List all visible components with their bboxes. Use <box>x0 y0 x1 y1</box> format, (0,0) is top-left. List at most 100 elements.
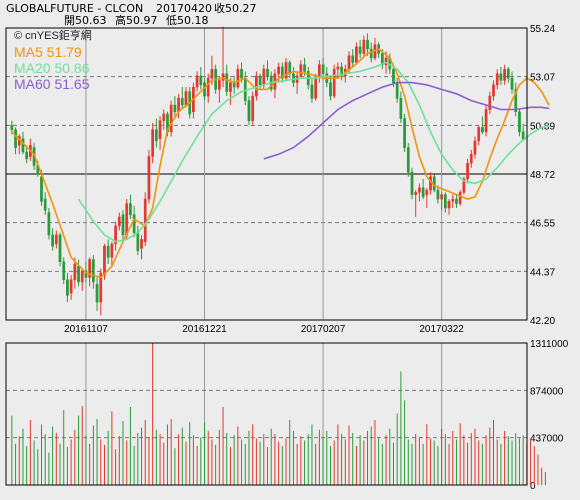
candle-body <box>347 55 351 70</box>
candle-body <box>492 84 495 97</box>
ma60-line <box>263 81 550 160</box>
candle-body <box>114 225 117 245</box>
candle-body <box>129 203 132 216</box>
candle-body <box>321 64 325 74</box>
candle-body <box>229 82 232 92</box>
candle-body <box>310 84 314 99</box>
x-tick-label: 20170322 <box>419 324 464 335</box>
candle-body <box>406 147 410 173</box>
volume-tick-label: 437000 <box>530 434 564 445</box>
price-tick-label: 44.37 <box>530 267 555 278</box>
candle-body <box>51 234 54 247</box>
candle-body <box>358 46 362 54</box>
candle-body <box>410 171 414 195</box>
candle-body <box>510 77 514 90</box>
candle-body <box>225 73 229 92</box>
candle-body <box>77 266 80 283</box>
candle-body <box>255 75 258 97</box>
chart-symbol: GLOBALFUTURE - CLCON <box>6 2 144 15</box>
candle-body <box>399 98 403 119</box>
legend-ma20: MA20 50.86 <box>14 60 90 76</box>
candle-body <box>195 75 199 88</box>
candle-body <box>436 189 440 200</box>
candle-body <box>92 259 95 283</box>
candle-body <box>99 272 103 303</box>
price-tick-label: 55.24 <box>530 24 555 35</box>
candle-body <box>481 127 484 133</box>
candle-body <box>62 261 66 280</box>
candle-body <box>469 154 473 164</box>
legend-ma5: MA5 51.79 <box>14 44 82 60</box>
low-price: 低50.18 <box>166 14 209 27</box>
x-tick-label: 20170207 <box>301 324 346 335</box>
candle-body <box>177 98 180 112</box>
candle-body <box>369 48 373 59</box>
candle-body <box>299 64 303 77</box>
candle-body <box>443 194 447 209</box>
candle-body <box>403 118 406 148</box>
candle-body <box>262 68 266 86</box>
candle-body <box>121 214 125 236</box>
candle-body <box>425 189 429 195</box>
ma20-line <box>77 61 550 243</box>
candle-body <box>455 198 458 204</box>
chart-date: 20170420 <box>156 2 212 15</box>
candle-body <box>366 39 369 50</box>
candle-body <box>488 95 492 110</box>
candle-body <box>117 216 121 227</box>
open-price: 開50.63 <box>64 14 107 27</box>
candle-body <box>506 68 510 79</box>
candle-body <box>217 80 221 90</box>
candle-body <box>110 243 114 258</box>
volume-tick-label: 0 <box>530 481 536 492</box>
candle-body <box>221 73 225 81</box>
candle-body <box>40 176 43 202</box>
x-tick-label: 20161221 <box>182 324 227 335</box>
candle-body <box>414 192 418 195</box>
candle-body <box>69 279 73 294</box>
candle-body <box>395 82 399 99</box>
candle-body <box>266 68 269 77</box>
volume-tick-label: 1311000 <box>530 339 569 350</box>
candle-body <box>447 201 451 209</box>
candle-body <box>473 140 477 155</box>
volume-panel-frame <box>5 342 528 486</box>
candle-body <box>73 263 77 280</box>
candle-body <box>284 62 288 79</box>
candle-body <box>154 129 158 142</box>
candle-body <box>162 113 166 121</box>
candle-body <box>80 270 84 283</box>
candle-body <box>147 156 151 200</box>
candle-body <box>251 95 255 121</box>
candle-body <box>277 66 280 74</box>
candle-body <box>384 57 388 65</box>
candle-body <box>495 73 499 86</box>
candle-body <box>140 239 143 249</box>
candle-body <box>336 66 340 70</box>
candle-body <box>206 77 210 97</box>
candle-body <box>392 68 395 83</box>
candle-body <box>173 104 177 112</box>
candle-body <box>21 138 25 153</box>
candle-body <box>243 77 247 101</box>
volume-tick-label: 874000 <box>530 386 564 397</box>
candle-body <box>88 259 92 278</box>
candle-body <box>292 73 295 83</box>
candle-body <box>351 55 355 63</box>
candle-body <box>169 104 173 133</box>
price-tick-label: 53.07 <box>530 73 555 84</box>
candle-body <box>125 203 129 236</box>
candle-body <box>158 120 162 139</box>
price-panel-frame <box>5 27 528 321</box>
candle-body <box>151 129 155 157</box>
candle-body <box>184 91 188 106</box>
candle-body <box>210 68 214 79</box>
candle-body <box>418 187 421 193</box>
candle-body <box>484 109 488 133</box>
candle-body <box>14 129 17 148</box>
candle-body <box>477 127 481 142</box>
candle-body <box>521 131 525 140</box>
candle-body <box>518 111 521 133</box>
candle-body <box>58 234 62 263</box>
